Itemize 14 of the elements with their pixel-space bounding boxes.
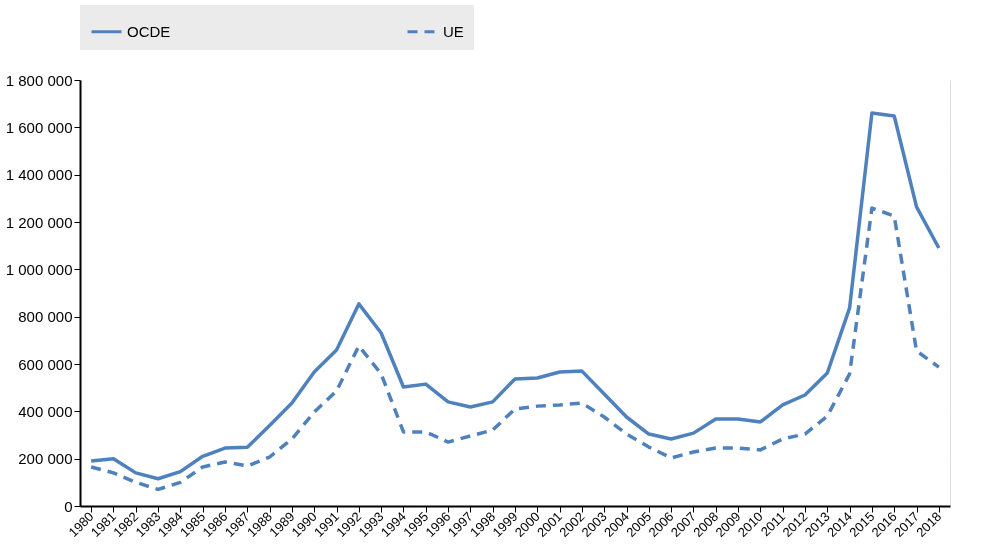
y-tick-label: 800 000 bbox=[18, 308, 73, 326]
y-tick-label: 1 200 000 bbox=[5, 213, 73, 231]
y-tick-label: 0 bbox=[64, 497, 73, 515]
line-series bbox=[89, 111, 941, 481]
y-tick-label: 1 400 000 bbox=[5, 166, 73, 184]
y-tick-label: 600 000 bbox=[18, 355, 73, 373]
line-series bbox=[89, 206, 941, 492]
legend-label: UE bbox=[443, 22, 464, 40]
y-tick-label: 1 600 000 bbox=[5, 118, 73, 136]
legend-label: OCDE bbox=[127, 22, 171, 40]
y-tick-label: 1 000 000 bbox=[5, 260, 73, 278]
y-tick-label: 200 000 bbox=[18, 450, 73, 468]
y-tick-label: 1 800 000 bbox=[5, 71, 73, 89]
y-tick-label: 400 000 bbox=[18, 402, 73, 420]
